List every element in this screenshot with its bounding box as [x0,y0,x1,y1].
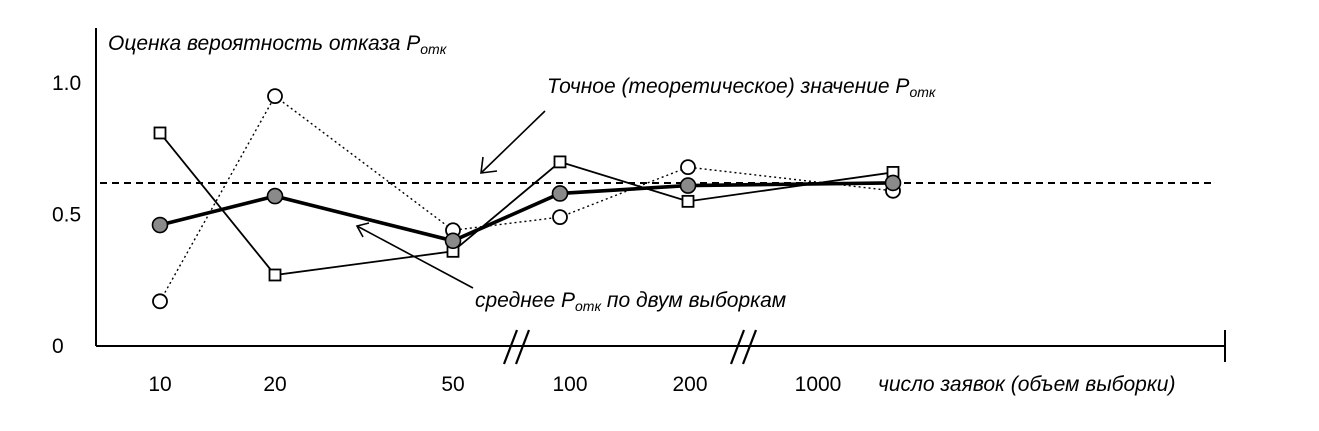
data-point-circle-filled [551,185,569,202]
x-tick-label: 100 [552,373,587,396]
y-axis-label: Оценка вероятность отказа Pотк [108,32,448,57]
data-point-circle-open [552,209,568,226]
data-point-square [268,268,282,282]
theoretical-arrow [480,110,546,174]
data-point-circle-open [680,159,696,176]
data-point-circle-filled [266,187,284,205]
x-tick-label: 50 [441,373,464,396]
x-tick-labels: 10 20 50 100 200 1000 [148,373,841,396]
data-point-circle-filled [444,232,462,250]
x-tick-label: 1000 [795,373,842,396]
series-line-circle-filled [159,181,894,243]
x-tick-label: 10 [148,373,171,396]
mean-label: среднее Pотк по двум выборкам [475,289,786,314]
x-tick-label: 20 [263,373,286,396]
data-point-circle-open [152,293,168,310]
data-point-circle-filled [884,174,902,192]
series-layer [151,88,902,310]
data-point-circle-filled [679,177,697,194]
y-tick-label: 0.5 [52,204,81,227]
y-tick-label: 1.0 [52,72,81,95]
y-tick-labels: 0 0.5 1.0 [52,72,81,358]
data-point-square [153,126,167,140]
x-tick-label: 200 [672,373,707,396]
data-point-square [681,194,695,208]
data-point-circle-filled [151,216,169,234]
data-point-square [553,155,567,169]
series-line-circle-open [159,95,894,302]
data-point-circle-open [267,88,283,105]
theoretical-label: Точное (теоретическое) значение Pотк [547,75,937,100]
axis-break-1 [502,329,531,365]
x-axis-label: число заявок (объем выборки) [878,373,1175,396]
y-tick-label: 0 [52,335,64,358]
series-line-square [159,132,894,276]
axes [95,28,1226,365]
axis-break-2 [729,329,758,365]
